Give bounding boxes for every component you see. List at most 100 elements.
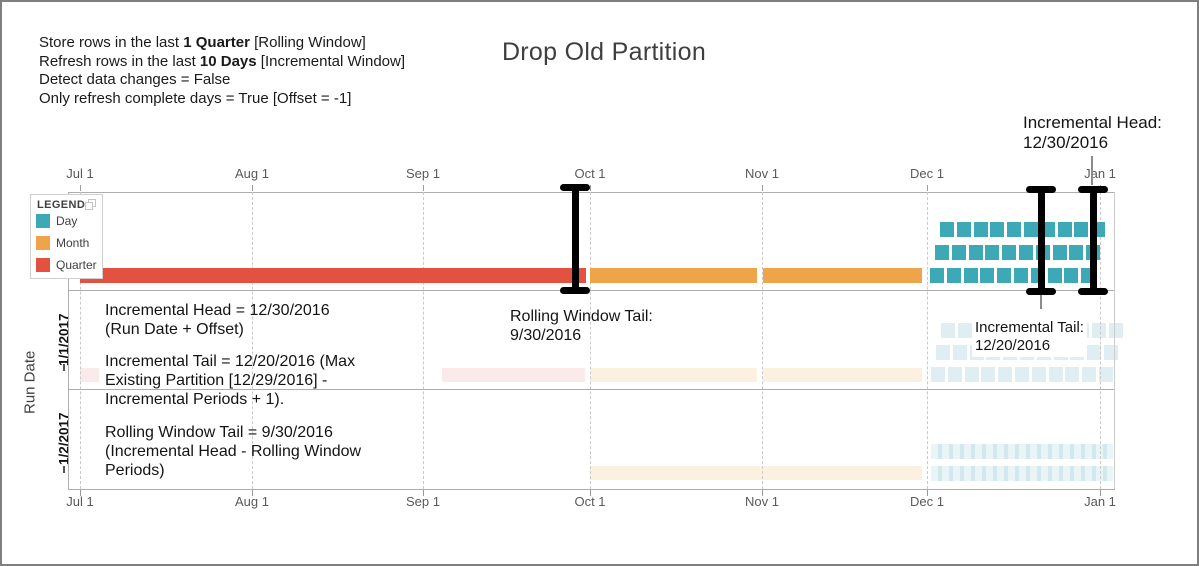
- incremental-head-callout: Incremental Head: 12/30/2016: [1023, 113, 1162, 152]
- gridline-oct: [590, 192, 591, 489]
- legend-label: Quarter: [56, 257, 97, 272]
- faded-day-square: [964, 367, 979, 382]
- config-line-incremental-window: Refresh rows in the last 10 Days [Increm…: [39, 52, 406, 70]
- faded-day-band-2: [931, 466, 1113, 481]
- marker-cap: [1078, 288, 1108, 295]
- incremental-tail-marker: [1026, 186, 1056, 295]
- incremental-tail-connector-line: [1040, 295, 1042, 309]
- month-partition-bar-oct[interactable]: [590, 268, 757, 283]
- day-square[interactable]: [1057, 222, 1072, 237]
- x-label-top-jan: Jan 1: [1084, 166, 1116, 181]
- faded-day-square: [947, 367, 962, 382]
- plot-frame-top: [68, 192, 1115, 193]
- x-tick: [252, 185, 253, 191]
- day-square[interactable]: [1069, 245, 1084, 260]
- faded-month-band: [590, 466, 922, 480]
- rolling-window-note: Rolling Window Tail = 9/30/2016 (Increme…: [105, 424, 362, 479]
- legend-item-quarter[interactable]: Quarter: [36, 257, 97, 272]
- day-square[interactable]: [940, 222, 954, 237]
- legend-swatch-day: [36, 213, 50, 228]
- day-square[interactable]: [1023, 222, 1038, 237]
- faded-day-square: [936, 345, 950, 360]
- month-partition-bar-nov[interactable]: [763, 268, 922, 283]
- x-label-bottom-nov: Nov 1: [745, 494, 779, 509]
- faded-day-square: [952, 345, 967, 360]
- day-square[interactable]: [990, 222, 1005, 237]
- day-square[interactable]: [1018, 245, 1033, 260]
- faded-day-square: [957, 323, 972, 338]
- day-square[interactable]: [1047, 268, 1062, 283]
- x-label-top-oct: Oct 1: [574, 166, 606, 181]
- day-square[interactable]: [997, 268, 1012, 283]
- y-tick: [63, 364, 65, 371]
- rolling-window-tail-callout: Rolling Window Tail: 9/30/2016: [510, 308, 653, 344]
- faded-day-square: [1082, 367, 1097, 382]
- day-square[interactable]: [1002, 245, 1017, 260]
- plot-frame-right: [1114, 192, 1115, 489]
- row-separator-2: [68, 389, 1115, 390]
- x-label-top-jul: Jul 1: [66, 166, 94, 181]
- x-tick: [762, 185, 763, 191]
- incremental-head-connector-line: [1091, 156, 1093, 185]
- faded-day-square: [1098, 367, 1113, 382]
- legend-swatch-quarter: [36, 257, 50, 272]
- day-square[interactable]: [956, 222, 971, 237]
- day-square[interactable]: [1007, 222, 1022, 237]
- incremental-tail-note: Incremental Tail = 12/20/2016 (Max Exist…: [105, 353, 356, 408]
- faded-day-square: [1065, 367, 1080, 382]
- faded-month-bar-oct: [590, 368, 757, 382]
- faded-month-bar-nov: [763, 368, 922, 382]
- plot-frame-left: [68, 192, 69, 489]
- day-partitions-row-3[interactable]: [930, 268, 1096, 283]
- day-square[interactable]: [980, 268, 995, 283]
- day-square[interactable]: [963, 268, 978, 283]
- quarter-partition-bar[interactable]: [80, 268, 586, 283]
- x-tick: [252, 490, 253, 496]
- config-block: Store rows in the last 1 Quarter [Rollin…: [39, 34, 405, 108]
- faded-day-square: [1108, 323, 1123, 338]
- x-label-top-sep: Sep 1: [406, 166, 440, 181]
- faded-day-square: [1087, 345, 1102, 360]
- run-date-label-2: 1/2/2017: [56, 412, 72, 466]
- marker-bar: [1089, 188, 1097, 293]
- day-square[interactable]: [946, 268, 961, 283]
- x-tick: [423, 490, 424, 496]
- day-square[interactable]: [973, 222, 988, 237]
- marker-cap: [560, 287, 590, 294]
- day-square[interactable]: [968, 245, 983, 260]
- gridline-dec: [927, 192, 928, 489]
- faded-day-square: [998, 367, 1013, 382]
- x-label-top-nov: Nov 1: [745, 166, 779, 181]
- legend-item-day[interactable]: Day: [36, 213, 77, 228]
- x-label-bottom-dec: Dec 1: [910, 494, 944, 509]
- x-tick: [423, 185, 424, 191]
- x-tick: [762, 490, 763, 496]
- day-square[interactable]: [1013, 268, 1028, 283]
- x-tick: [1100, 490, 1101, 496]
- gridline-aug: [252, 192, 253, 489]
- legend-title: LEGEND: [37, 199, 86, 211]
- x-tick: [80, 185, 81, 191]
- run-date-label-1: 1/1/2017: [56, 313, 72, 366]
- config-line-detect-changes: Detect data changes = False: [39, 71, 231, 88]
- faded-day-square: [1014, 367, 1029, 382]
- faded-day-square: [1092, 323, 1107, 338]
- y-tick: [63, 466, 65, 473]
- day-square[interactable]: [935, 245, 949, 260]
- day-square[interactable]: [1074, 222, 1089, 237]
- copy-icon[interactable]: [85, 199, 97, 211]
- day-partitions-row-2[interactable]: [935, 245, 1101, 260]
- x-tick: [927, 490, 928, 496]
- legend-item-month[interactable]: Month: [36, 235, 89, 250]
- day-square[interactable]: [1052, 245, 1067, 260]
- day-square[interactable]: [1064, 268, 1079, 283]
- incremental-tail-callout: Incremental Tail: 12/20/2016: [972, 317, 1087, 357]
- x-tick: [80, 490, 81, 496]
- day-square[interactable]: [930, 268, 944, 283]
- faded-quarter-bar: [442, 368, 585, 382]
- x-tick: [590, 490, 591, 496]
- day-square[interactable]: [951, 245, 966, 260]
- marker-cap: [1026, 288, 1056, 295]
- day-square[interactable]: [985, 245, 1000, 260]
